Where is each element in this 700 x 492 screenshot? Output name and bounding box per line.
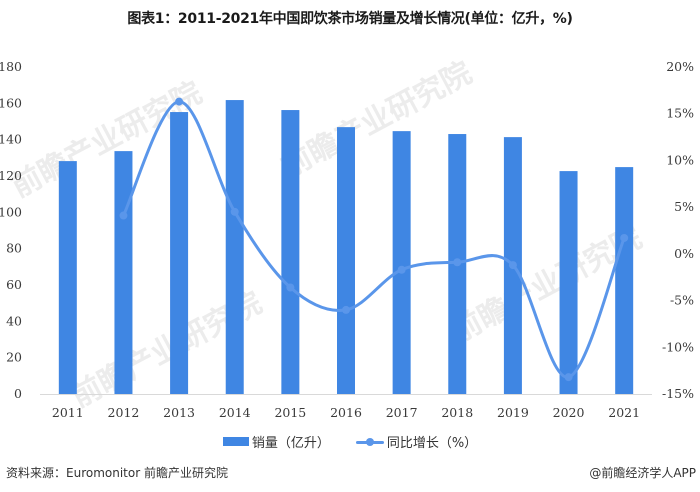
- bar-2017: [392, 131, 411, 394]
- bar-2021: [615, 167, 634, 394]
- y2-tick-label: 5%: [674, 199, 694, 214]
- right-y-axis: -15% -10% -5% 0% 5% 10% 15% 20%: [662, 59, 694, 401]
- growth-point: [230, 207, 239, 216]
- line-series: [119, 97, 629, 382]
- growth-point: [453, 258, 462, 267]
- growth-line: [121, 100, 626, 379]
- y-tick-label: 120: [0, 168, 22, 183]
- bar-2012: [114, 151, 133, 394]
- bar-series: [58, 100, 634, 395]
- y2-tick-label: 10%: [666, 152, 694, 167]
- growth-point: [286, 283, 295, 292]
- y-tick-label: 40: [6, 313, 22, 328]
- bar-2014: [225, 100, 244, 395]
- x-tick-label: 2018: [441, 405, 473, 420]
- growth-point: [564, 373, 573, 382]
- bar-2020: [559, 171, 578, 394]
- growth-point: [342, 305, 350, 314]
- growth-point: [397, 265, 406, 274]
- x-tick-label: 2016: [330, 405, 362, 420]
- x-tick-label: 2015: [274, 405, 306, 420]
- combo-chart: 0 20 40 60 80 100 120 140 160 180 -15% -10% -5% 0% 5%…: [0, 59, 694, 420]
- x-tick-label: 2011: [52, 405, 84, 420]
- growth-point: [508, 261, 517, 270]
- left-y-axis: 0 20 40 60 80 100 120 140 160 180: [0, 59, 22, 401]
- bar-2016: [337, 127, 355, 395]
- y-tick-label: 100: [0, 204, 22, 219]
- line-swatch-icon: [355, 436, 384, 448]
- bar-swatch-icon: [222, 437, 249, 446]
- credit-note: @前瞻经济学人APP: [589, 466, 696, 480]
- y2-tick-label: -10%: [662, 339, 694, 354]
- y2-tick-label: 20%: [666, 59, 694, 74]
- y2-tick-label: 0%: [674, 246, 694, 261]
- bar-2011: [58, 161, 77, 394]
- x-tick-label: 2013: [163, 405, 195, 420]
- legend-label-volume: 销量（亿升）: [251, 436, 330, 451]
- y-tick-label: 160: [0, 95, 22, 110]
- y-tick-label: 0: [14, 386, 22, 401]
- bar-2015: [281, 110, 300, 395]
- legend-item-growth: 同比增长（%）: [355, 432, 478, 451]
- growth-point: [119, 211, 128, 220]
- y-tick-label: 20: [6, 350, 22, 365]
- y-tick-label: 80: [6, 241, 22, 256]
- legend: 销量（亿升） 同比增长（%）: [0, 432, 700, 451]
- y-tick-label: 60: [6, 277, 22, 292]
- legend-label-growth: 同比增长（%）: [386, 436, 478, 451]
- x-axis-labels: 2011 2012 2013 2014 2015 2016 2017 2018 2019 2020…: [52, 405, 640, 420]
- y2-tick-label: -15%: [662, 386, 694, 401]
- legend-item-volume: 销量（亿升）: [222, 432, 330, 451]
- x-tick-label: 2019: [497, 405, 529, 420]
- growth-point: [620, 233, 629, 242]
- chart-title: 图表1：2011-2021年中国即饮茶市场销量及增长情况(单位：亿升，%): [127, 11, 573, 27]
- source-note: 资料来源：Euromonitor 前瞻产业研究院: [6, 466, 228, 480]
- bar-2013: [170, 112, 189, 394]
- x-tick-label: 2020: [553, 405, 585, 420]
- x-tick-label: 2017: [386, 405, 418, 420]
- x-tick-label: 2012: [108, 405, 140, 420]
- footer: 资料来源：Euromonitor 前瞻产业研究院 @前瞻经济学人APP: [0, 464, 700, 484]
- x-tick-label: 2014: [219, 405, 251, 420]
- growth-point: [175, 97, 184, 106]
- x-tick-label: 2021: [608, 405, 640, 420]
- y2-tick-label: 15%: [666, 106, 694, 121]
- y-tick-label: 180: [0, 59, 22, 74]
- y2-tick-label: -5%: [670, 293, 694, 308]
- y-tick-label: 140: [0, 132, 22, 147]
